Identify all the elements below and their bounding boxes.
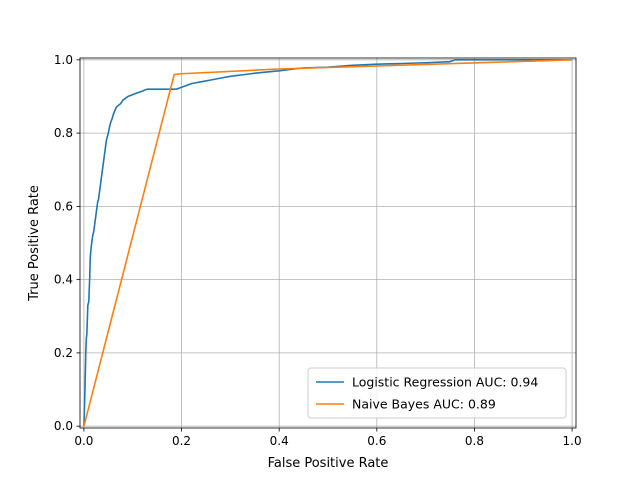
- y-tick-label: 0.0: [54, 419, 73, 433]
- y-tick-label: 0.2: [54, 346, 73, 360]
- series-lines: [83, 59, 573, 427]
- legend: Logistic Regression AUC: 0.94 Naive Bayes…: [307, 367, 567, 419]
- grid: [80, 58, 576, 428]
- x-tick-label: 0.6: [367, 434, 386, 448]
- y-axis-label: True Positive Rate: [27, 185, 42, 302]
- series-line-1: [83, 59, 573, 427]
- y-tick-label: 1.0: [54, 53, 73, 67]
- x-tick-label: 0.4: [270, 434, 289, 448]
- y-tick-label: 0.8: [54, 126, 73, 140]
- x-axis-label: False Positive Rate: [268, 456, 389, 471]
- legend-entry: Logistic Regression AUC: 0.94: [352, 375, 538, 390]
- x-tick-label: 0.2: [172, 434, 191, 448]
- y-tick-label: 0.4: [54, 273, 73, 287]
- legend-box: [307, 367, 567, 419]
- x-tick-label: 0.0: [74, 434, 93, 448]
- y-tick-label: 0.6: [54, 199, 73, 213]
- x-axis-ticks: 0.0 0.2 0.4 0.6 0.8 1.0: [74, 428, 582, 448]
- y-axis-ticks: 0.0 0.2 0.4 0.6 0.8 1.0: [54, 53, 80, 433]
- x-tick-label: 0.8: [465, 434, 484, 448]
- legend-entry: Naive Bayes AUC: 0.89: [352, 397, 496, 412]
- plot-frame: [79, 57, 577, 429]
- x-tick-label: 1.0: [563, 434, 582, 448]
